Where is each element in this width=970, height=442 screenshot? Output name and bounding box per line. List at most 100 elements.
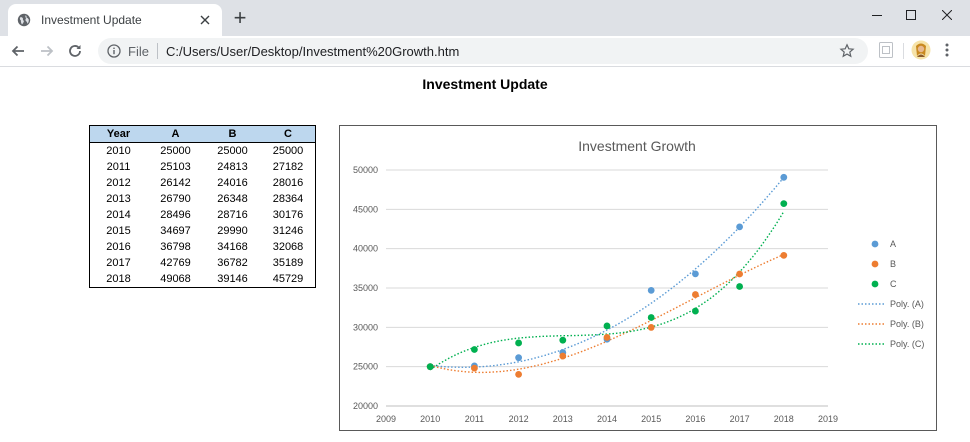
x-tick-label: 2016 (685, 414, 705, 424)
data-point-b (603, 334, 611, 341)
legend-label: B (890, 259, 896, 269)
chart-title: Investment Growth (578, 138, 696, 154)
table-cell: 26790 (160, 193, 191, 205)
x-tick-label: 2018 (774, 414, 794, 424)
table-row: 2017 42769 36782 35189 (90, 255, 316, 271)
table-cell: 25000 (272, 145, 304, 157)
legend-marker-b (871, 260, 879, 268)
table-cell: 2018 (106, 273, 131, 285)
data-point-c (471, 346, 478, 353)
investment-table: Year A B C 2010 25000 25000 25000 2011 25103 2… (89, 125, 316, 288)
table-cell: 34168 (217, 241, 248, 253)
table-cell: 25000 (160, 145, 191, 157)
new-tab-button[interactable]: + (233, 5, 247, 30)
x-tick-label: 2019 (818, 414, 838, 424)
table-cell: 25103 (160, 161, 191, 173)
trendline-b (430, 253, 785, 374)
table-row: 2018 49068 39146 45729 (90, 271, 316, 288)
column-header-b: B (204, 125, 261, 143)
table-cell: 2015 (106, 225, 131, 237)
x-tick-label: 2013 (553, 414, 573, 424)
data-point-c (559, 336, 567, 344)
x-tick-label: 2010 (420, 414, 440, 424)
table-cell: 36798 (160, 241, 191, 253)
table-cell: 26348 (217, 193, 248, 205)
address-separator (156, 43, 158, 59)
address-bar[interactable]: File C:/Users/User/Desktop/Investment%20… (98, 38, 868, 64)
url-text[interactable]: C:/Users/User/Desktop/Investment%20Growt… (165, 43, 460, 59)
data-point-a (692, 270, 699, 278)
investment-growth-chart: Investment Growth 20000 25000 30000 35000 400… (339, 125, 937, 431)
legend-label: A (890, 239, 896, 249)
table-cell: 35189 (272, 257, 304, 269)
page-title: Investment Update (422, 76, 548, 92)
legend-label: Poly. (B) (890, 319, 924, 329)
close-icon[interactable] (924, 0, 970, 30)
x-tick-label: 2009 (376, 414, 396, 424)
toolbar-separator (903, 43, 904, 59)
table-cell: 2011 (106, 161, 131, 173)
y-tick-label: 50000 (353, 165, 378, 175)
table-cell: 32068 (272, 241, 304, 253)
data-point-b (515, 371, 522, 378)
table-cell: 2017 (106, 257, 131, 269)
y-tick-label: 25000 (353, 362, 378, 372)
minimize-icon[interactable] (854, 0, 900, 30)
tab-strip: Investment Update + (0, 0, 970, 36)
x-tick-label: 2015 (641, 414, 661, 424)
column-header-c: C (261, 125, 316, 143)
data-point-a (515, 354, 522, 362)
back-arrow-icon[interactable] (7, 40, 29, 62)
menu-kebab-icon[interactable] (944, 42, 950, 63)
trendline-a (430, 176, 785, 368)
table-cell: 28016 (272, 177, 304, 189)
browser-toolbar: File C:/Users/User/Desktop/Investment%20… (0, 36, 970, 67)
maximize-icon[interactable] (888, 0, 934, 30)
table-cell: 2010 (106, 145, 131, 157)
table-cell: 31246 (272, 225, 304, 237)
y-tick-label: 45000 (353, 204, 378, 214)
data-point-c (515, 339, 522, 347)
reload-icon[interactable] (64, 40, 86, 62)
legend-label: Poly. (A) (890, 299, 924, 309)
table-cell: 49068 (160, 273, 191, 285)
data-point-b (471, 364, 478, 372)
table-row: 2011 25103 24813 27182 (90, 159, 316, 175)
table-cell: 2014 (106, 209, 131, 221)
table-cell: 28716 (217, 209, 248, 221)
table-row: 2016 36798 34168 32068 (90, 239, 316, 255)
table-row: 2015 34697 29990 31246 (90, 223, 316, 239)
table-cell: 27182 (272, 161, 304, 173)
table-row: 2012 26142 24016 28016 (90, 175, 316, 191)
column-header-a: A (147, 125, 204, 143)
data-point-b (559, 352, 567, 360)
table-row: 2010 25000 25000 25000 (90, 143, 316, 160)
data-point-c (736, 283, 743, 290)
forward-arrow-icon[interactable] (36, 40, 58, 62)
data-point-b (647, 324, 655, 331)
profile-avatar[interactable] (911, 40, 931, 65)
table-cell: 2012 (106, 177, 131, 189)
table-cell: 36782 (217, 257, 248, 269)
data-point-b (736, 270, 743, 278)
info-icon[interactable] (106, 43, 122, 59)
table-cell: 28496 (160, 209, 191, 221)
bookmark-star-icon[interactable] (838, 42, 856, 60)
data-point-c (692, 307, 699, 315)
table-cell: 28364 (272, 193, 304, 205)
x-tick-label: 2012 (509, 414, 529, 424)
extension-icon[interactable] (878, 41, 894, 64)
x-tick-label: 2011 (465, 414, 484, 424)
data-point-c (780, 200, 788, 207)
data-point-c (647, 314, 655, 321)
tab-title: Investment Update (41, 13, 142, 27)
browser-tab[interactable]: Investment Update (8, 4, 222, 36)
data-point-a (647, 286, 655, 294)
legend-marker-a (871, 240, 879, 248)
data-point-b (692, 291, 699, 298)
data-point-c (603, 322, 611, 330)
legend-marker-c (871, 280, 879, 288)
column-header-year: Year (89, 125, 147, 143)
tab-close-icon[interactable] (196, 11, 214, 29)
table-cell: 2016 (106, 241, 131, 253)
